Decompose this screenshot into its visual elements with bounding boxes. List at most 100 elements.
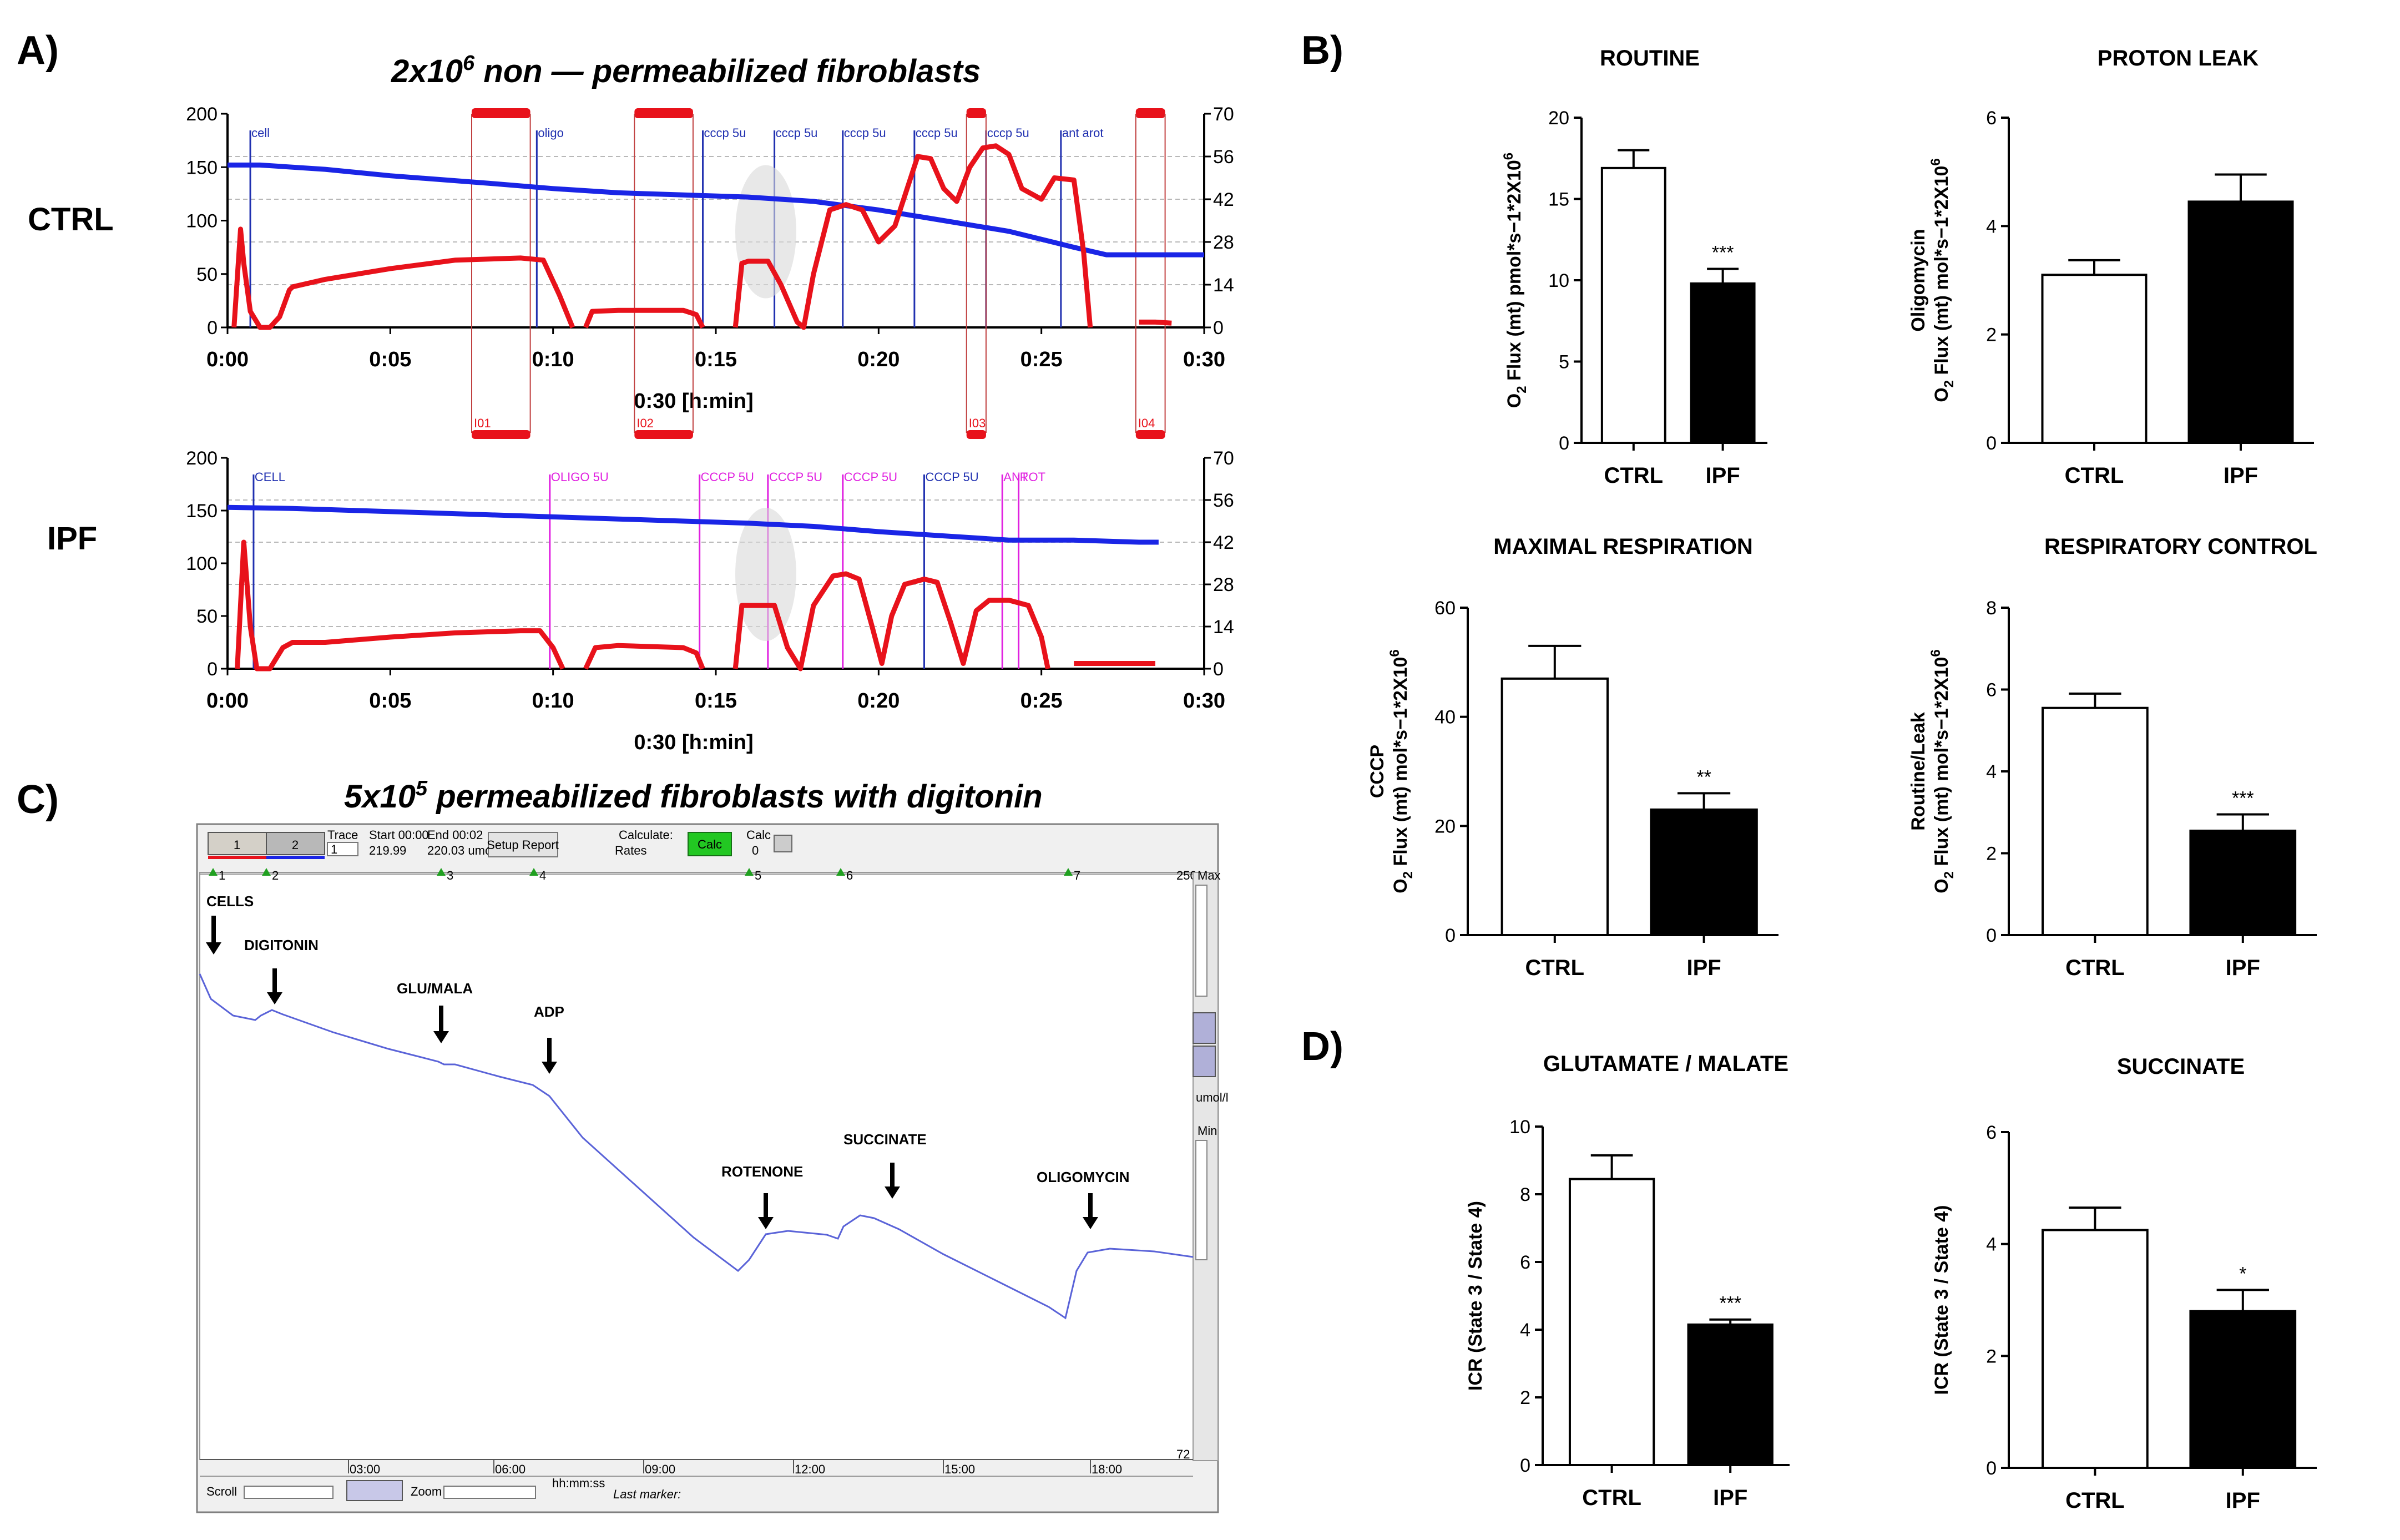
- time-tick-label: 03:00: [350, 1462, 380, 1476]
- ipf-ytick-right-label: 56: [1213, 490, 1234, 511]
- respiratory_control-y-label: O2 Flux (mt) mol*s−1*2X106: [1928, 649, 1957, 893]
- ctrl-mark-pill-bottom: [472, 430, 530, 439]
- respiratory_control-xtick-label: CTRL: [2065, 956, 2125, 980]
- ctrl-event-label: cccp 5u: [916, 126, 958, 140]
- maximal_respiration-xtick-label: IPF: [1686, 956, 1721, 980]
- event-marker-triangle: [209, 868, 218, 876]
- ctrl-ytick-right-label: 70: [1213, 104, 1234, 125]
- event-label: ADP: [534, 1003, 564, 1020]
- ctrl-xtick-label: 0:30: [1183, 348, 1225, 371]
- respiratory_control-title: RESPIRATORY CONTROL: [2044, 534, 2317, 559]
- ctrl-x-axis-label: 0:30 [h:min]: [634, 390, 753, 413]
- routine-y-label: O2 Flux (mt) pmol*s−1*2X106: [1501, 153, 1529, 408]
- zoom-arrows-button: [346, 1480, 403, 1501]
- proton_leak-xtick-label: IPF: [2224, 463, 2258, 488]
- routine-title: ROUTINE: [1600, 46, 1700, 70]
- glutamate_malate-ytick-label: 4: [1520, 1320, 1530, 1341]
- ctrl-mark-pill: [1135, 108, 1165, 118]
- respiratory_control-ytick-label: 2: [1986, 844, 1997, 865]
- max-scrollbar: [1195, 885, 1207, 997]
- maximal_respiration-significance: **: [1696, 766, 1711, 787]
- trace-button-1: [208, 832, 267, 855]
- maximal_respiration-ytick-label: 40: [1434, 707, 1456, 728]
- calculate-value: Rates: [615, 844, 646, 857]
- respiratory_control-ytick-label: 6: [1986, 680, 1997, 701]
- scale-down-button: [1193, 1046, 1216, 1077]
- glutamate_malate-ytick-label: 6: [1520, 1252, 1530, 1273]
- scroll-label: Scroll: [206, 1485, 237, 1498]
- routine-ytick-label: 20: [1548, 108, 1569, 129]
- ipf-ytick-left-label: 100: [186, 553, 218, 574]
- event-marker-triangle: [437, 868, 446, 876]
- maximal_respiration-title: MAXIMAL RESPIRATION: [1493, 534, 1752, 559]
- setup-report-button: [488, 832, 558, 857]
- trace-color-red: [208, 856, 266, 859]
- event-label: SUCCINATE: [843, 1131, 927, 1148]
- panel-label-b: B): [1301, 28, 1343, 73]
- calc-label: Calc: [746, 828, 771, 842]
- print-icon: [774, 835, 792, 852]
- ctrl-mark-label: I02: [636, 416, 654, 430]
- ipf-event-label: CCCP 5U: [844, 470, 897, 484]
- succinate-xtick-label: IPF: [2226, 1488, 2260, 1513]
- trace-label: Trace: [327, 828, 358, 842]
- respiratory_control-y-label-2: Routine/Leak: [1908, 712, 1929, 831]
- trace-color-blue: [266, 856, 325, 859]
- maximal_respiration-bar-ipf: [1650, 808, 1758, 937]
- event-arrow-head: [267, 992, 282, 1004]
- respiratory_control-significance: ***: [2232, 787, 2254, 809]
- respiratory_control-bar-ctrl: [2042, 706, 2149, 936]
- ctrl-mark-label: I03: [969, 416, 986, 430]
- ctrl-mark-pill-bottom: [1135, 430, 1165, 439]
- ctrl-o2-flux-trace: [583, 307, 705, 329]
- plot-area: [199, 872, 1194, 1460]
- ipf-ytick-left-label: 200: [186, 448, 218, 469]
- panel-a-traces: 0 50 100 150 200 0 14 28 42 56 70 0:00 0:05 0:10 0:15 0…: [186, 104, 1234, 754]
- proton_leak-ytick-label: 6: [1986, 108, 1997, 129]
- proton_leak-xtick-label: CTRL: [2065, 463, 2124, 488]
- ipf-xtick-label: 0:30: [1183, 689, 1225, 713]
- start-label: Start 00:00: [369, 828, 429, 842]
- calculate-label: Calculate:: [619, 828, 673, 842]
- succinate-bar-ctrl: [2042, 1229, 2149, 1469]
- row-label-ipf: IPF: [47, 521, 97, 557]
- ipf-o2-flux-trace: [235, 539, 565, 671]
- ctrl-o2-flux-trace: [732, 143, 1093, 330]
- maximal_respiration-ytick-label: 20: [1434, 816, 1456, 837]
- ctrl-event-label: cccp 5u: [704, 126, 746, 140]
- unit-label: umol/l: [1196, 1090, 1229, 1104]
- ipf-o2-concentration-trace: [227, 504, 1159, 545]
- ipf-ytick-left-label: 50: [196, 606, 218, 627]
- min-label: Min: [1198, 1124, 1217, 1138]
- min-scrollbar: [1195, 1140, 1207, 1260]
- start-value: 219.99: [369, 844, 406, 857]
- event-arrow-head: [542, 1062, 557, 1074]
- ipf-xtick-label: 0:00: [206, 689, 249, 713]
- succinate-title: SUCCINATE: [2117, 1054, 2245, 1079]
- ctrl-ytick-left-label: 0: [207, 317, 218, 339]
- succinate-ytick-label: 0: [1986, 1458, 1997, 1479]
- event-arrow-head: [885, 1186, 900, 1199]
- proton_leak-ytick-label: 0: [1986, 433, 1997, 454]
- ctrl-ytick-left-label: 100: [186, 211, 218, 232]
- ipf-xtick-label: 0:20: [857, 689, 900, 713]
- ipf-event-label: CCCP 5U: [701, 470, 754, 484]
- ipf-watermark: [735, 508, 796, 641]
- ctrl-xtick-label: 0:10: [532, 348, 574, 371]
- routine-significance: ***: [1712, 242, 1734, 263]
- ipf-o2-flux-trace: [583, 643, 705, 670]
- glutamate_malate-xtick-label: CTRL: [1582, 1486, 1641, 1510]
- ctrl-ytick-left-label: 50: [196, 264, 218, 285]
- proton_leak-y-label-2: Oligomycin: [1908, 229, 1929, 331]
- succinate-ytick-label: 4: [1986, 1234, 1997, 1255]
- ctrl-ytick-left-label: 200: [186, 104, 218, 125]
- ctrl-mark-label: I01: [474, 416, 491, 430]
- event-marker-number: 3: [447, 869, 453, 882]
- ipf-xtick-label: 0:05: [369, 689, 411, 713]
- trace-button-2-label: 2: [292, 838, 299, 852]
- max-label: Max: [1198, 869, 1221, 882]
- ctrl-xtick-label: 0:15: [695, 348, 737, 371]
- ipf-o2-flux-trace: [732, 571, 1050, 671]
